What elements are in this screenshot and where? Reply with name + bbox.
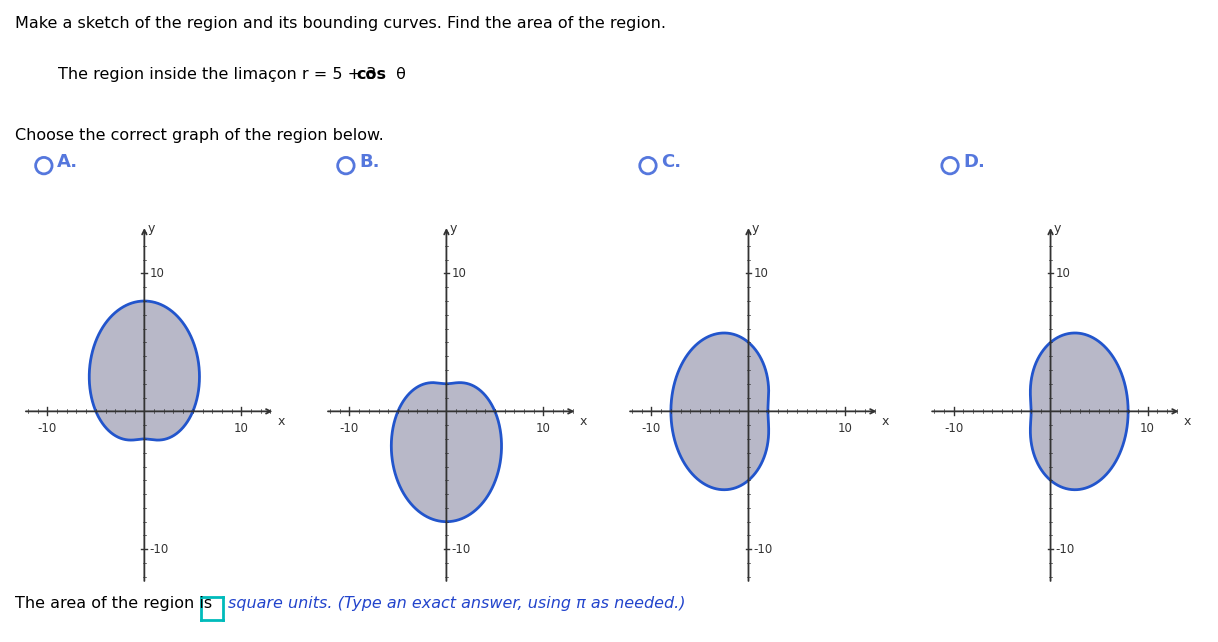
Polygon shape	[1030, 333, 1128, 490]
Text: 10: 10	[536, 422, 551, 435]
Text: 10: 10	[838, 422, 853, 435]
Text: y: y	[147, 222, 155, 236]
Text: -10: -10	[642, 422, 661, 435]
Text: -10: -10	[340, 422, 359, 435]
Text: 10: 10	[1140, 422, 1155, 435]
Polygon shape	[89, 301, 200, 440]
Text: -10: -10	[1055, 542, 1074, 556]
Text: B.: B.	[359, 153, 380, 171]
Text: The region inside the limaçon r = 5 + 3: The region inside the limaçon r = 5 + 3	[58, 67, 381, 82]
Text: 10: 10	[1055, 267, 1071, 280]
Text: 10: 10	[753, 267, 769, 280]
Text: y: y	[449, 222, 457, 236]
Text: Make a sketch of the region and its bounding curves. Find the area of the region: Make a sketch of the region and its boun…	[15, 16, 665, 31]
Text: -10: -10	[149, 542, 168, 556]
Text: 10: 10	[451, 267, 466, 280]
Text: θ: θ	[391, 67, 406, 82]
Polygon shape	[391, 383, 502, 522]
Text: x: x	[1184, 415, 1191, 428]
Polygon shape	[671, 333, 769, 490]
Text: x: x	[278, 415, 285, 428]
Text: x: x	[882, 415, 889, 428]
Text: C.: C.	[661, 153, 682, 171]
Text: D.: D.	[963, 153, 985, 171]
Text: cos: cos	[357, 67, 387, 82]
Text: Choose the correct graph of the region below.: Choose the correct graph of the region b…	[15, 128, 384, 143]
Text: -10: -10	[451, 542, 470, 556]
Text: -10: -10	[38, 422, 57, 435]
Text: -10: -10	[944, 422, 963, 435]
Text: square units. (Type an exact answer, using π as needed.): square units. (Type an exact answer, usi…	[228, 596, 686, 611]
Text: x: x	[580, 415, 587, 428]
Text: -10: -10	[753, 542, 772, 556]
Text: 10: 10	[234, 422, 248, 435]
Text: y: y	[1054, 222, 1061, 236]
Text: A.: A.	[57, 153, 78, 171]
Text: 10: 10	[149, 267, 164, 280]
Text: y: y	[752, 222, 759, 236]
Text: The area of the region is: The area of the region is	[15, 596, 212, 611]
